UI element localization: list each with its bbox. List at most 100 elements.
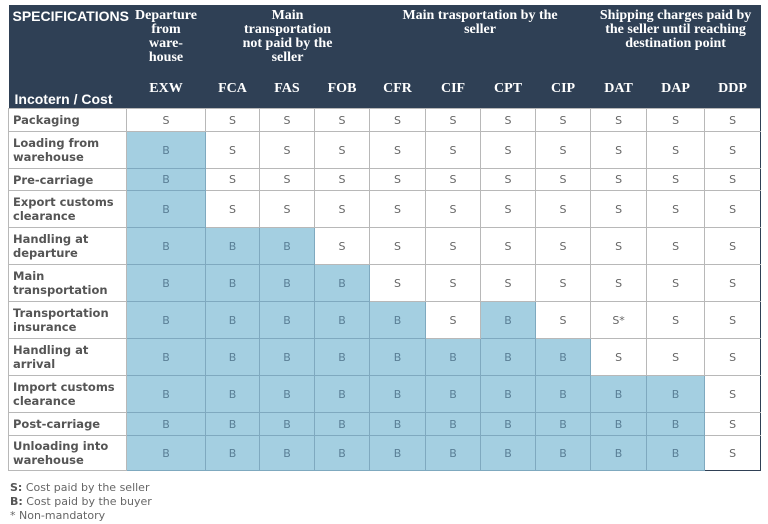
row-label: Handling at departure [8, 227, 127, 265]
cost-cell: S [535, 227, 592, 265]
cost-cell: S [646, 301, 706, 339]
cost-cell: S [425, 301, 482, 339]
cost-cell: S [259, 190, 315, 228]
cost-cell: B [369, 375, 427, 413]
cost-cell: B [205, 435, 260, 471]
cost-cell: B [259, 264, 315, 302]
cost-cell: B [126, 168, 206, 191]
row-label: Unloading into warehouse [8, 435, 127, 471]
row-label: Transportation insurance [8, 301, 127, 339]
cost-cell: S [646, 227, 706, 265]
cost-cell: B [126, 227, 206, 265]
cost-cell: B [259, 301, 315, 339]
code-cfr: CFR [369, 70, 426, 109]
cost-cell: B [369, 412, 427, 436]
code-ddp: DDP [704, 70, 761, 109]
cost-cell: B [205, 301, 260, 339]
code-fca: FCA [205, 70, 260, 109]
table-row: Handling at departure B B B S S S S S S S S [8, 227, 762, 265]
cost-cell: S [704, 435, 762, 471]
code-cpt: CPT [480, 70, 536, 109]
row-label: Loading from warehouse [8, 131, 127, 169]
row-label: Main transportation [8, 264, 127, 302]
cost-cell: S [535, 264, 592, 302]
cost-cell: B [126, 190, 206, 228]
cost-cell: S [259, 131, 315, 169]
cost-cell: S [259, 168, 315, 191]
cost-cell: S [704, 375, 762, 413]
table-row: Pre-carriage B S S S S S S S S S S [8, 168, 762, 191]
table-row: Unloading into warehouse B B B B B B B B B B S [8, 435, 762, 471]
row-label: Import customs clearance [8, 375, 127, 413]
table-row: Loading from warehouse B S S S S S S S S S S [8, 131, 762, 169]
cost-cell: S [425, 131, 482, 169]
table-row: Export customs clearance B S S S S S S S S S S [8, 190, 762, 228]
cost-cell: B [205, 264, 260, 302]
cost-cell: S [369, 227, 427, 265]
cost-cell: S [480, 264, 537, 302]
code-cip: CIP [535, 70, 591, 109]
cost-cell: B [480, 412, 537, 436]
cost-cell: S [535, 301, 592, 339]
cost-cell: S [704, 338, 762, 376]
cost-cell: S [646, 108, 706, 132]
cost-cell: B [205, 338, 260, 376]
cost-cell: S [205, 108, 260, 132]
cost-cell: S [646, 338, 706, 376]
cost-cell: S [704, 190, 762, 228]
cost-cell: S [535, 131, 592, 169]
cost-cell: B [480, 338, 537, 376]
cost-cell: S [535, 190, 592, 228]
cost-cell: B [369, 435, 427, 471]
cost-cell: S [646, 168, 706, 191]
cost-cell: B [313, 264, 371, 302]
row-label: Export customs clearance [8, 190, 127, 228]
cost-cell: S [535, 108, 592, 132]
cost-cell: S [205, 190, 260, 228]
cost-cell: B [313, 301, 371, 339]
cost-cell: S [205, 131, 260, 169]
cost-cell: B [126, 412, 206, 436]
cost-cell: S [369, 168, 427, 191]
cost-cell: B [369, 338, 427, 376]
cost-cell: S [259, 108, 315, 132]
row-label: Post-carriage [8, 412, 127, 436]
cost-cell: B [590, 375, 648, 413]
cost-cell: S [590, 131, 648, 169]
specifications-heading: SPECIFICATIONS [8, 5, 129, 70]
cost-cell: S [126, 108, 206, 132]
code-fob: FOB [314, 70, 370, 109]
cost-cell: B [126, 338, 206, 376]
cost-cell: S [369, 108, 427, 132]
cost-cell: B [480, 301, 537, 339]
cost-cell: B [480, 435, 537, 471]
group-shipping-seller: Shipping charges paid by the seller unti… [590, 5, 761, 70]
code-cif: CIF [425, 70, 481, 109]
cost-cell: S [480, 227, 537, 265]
code-dap: DAP [646, 70, 705, 109]
legend-item: S: Cost paid by the seller [10, 481, 152, 495]
cost-cell: B [126, 375, 206, 413]
table-row: Post-carriage B B B B B B B B B B S [8, 412, 762, 436]
cost-cell: B [535, 375, 592, 413]
cost-cell: B [590, 412, 648, 436]
cost-cell: B [259, 375, 315, 413]
cost-cell: S [425, 264, 482, 302]
row-label: Packaging [8, 108, 127, 132]
cost-cell: B [126, 301, 206, 339]
legend: S: Cost paid by the seller B: Cost paid b… [10, 481, 152, 523]
code-fas: FAS [259, 70, 315, 109]
cost-cell: B [646, 435, 706, 471]
cost-cell: B [425, 435, 482, 471]
cost-cell: S [313, 168, 371, 191]
cost-cell: B [259, 435, 315, 471]
cost-cell: S [704, 412, 762, 436]
cost-cell: S [480, 168, 537, 191]
cost-cell: S [205, 168, 260, 191]
cost-cell: S [480, 190, 537, 228]
cost-cell: S [704, 108, 762, 132]
cost-cell: B [425, 338, 482, 376]
cost-cell: B [535, 338, 592, 376]
cost-cell: B [259, 338, 315, 376]
cost-cell: S [590, 227, 648, 265]
